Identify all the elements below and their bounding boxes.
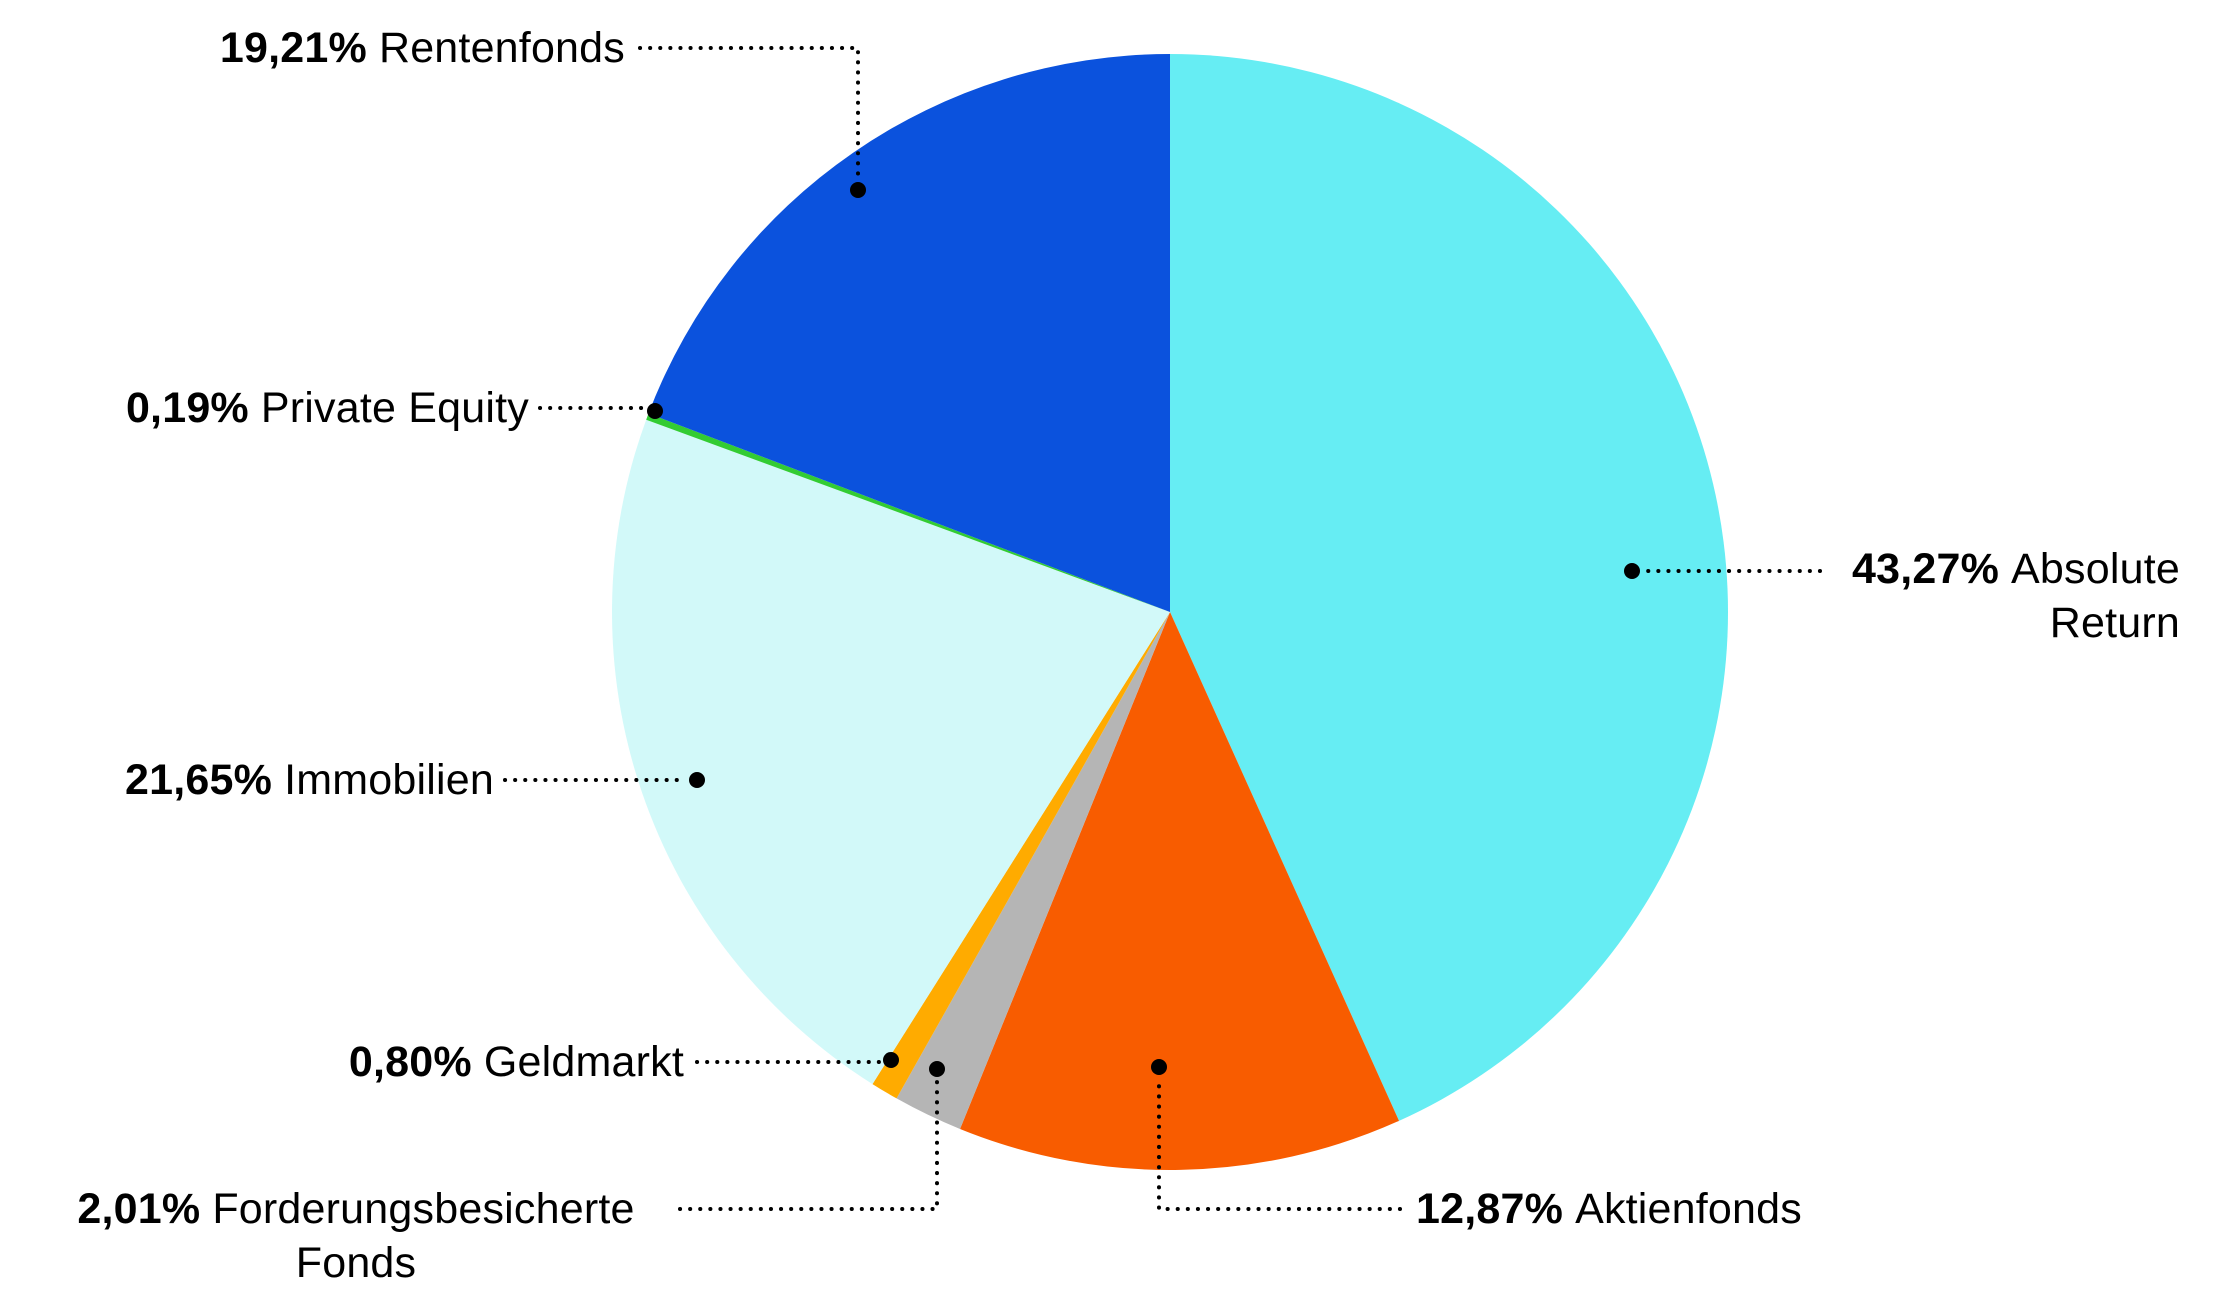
leader-dot-aktienfonds [1151, 1059, 1167, 1075]
pie-slice-immobilien [612, 419, 1170, 1085]
callout-geldmarkt: 0,80% Geldmarkt [204, 1035, 684, 1089]
leader-line-forderungsbesicherte-fonds [678, 1078, 939, 1211]
callout-immobilien-name: Immobilien [284, 756, 494, 804]
callout-aktienfonds-percent: 12,87% [1416, 1185, 1564, 1233]
leader-dot-immobilien [689, 772, 705, 788]
callout-absolute-return-name: Absolute Return [2011, 545, 2180, 647]
pie-slice-forderungsbesicherte-fonds [896, 612, 1170, 1129]
callout-forderungsbesicherte-fonds-name: Forderungsbesicherte Fonds [212, 1185, 635, 1287]
callout-private-equity-name: Private Equity [260, 384, 529, 432]
pie-slice-absolute-return [1170, 54, 1729, 1121]
callout-private-equity: 0,19% Private Equity [49, 381, 529, 435]
leader-dot-geldmarkt [883, 1052, 899, 1068]
callout-private-equity-percent: 0,19% [125, 384, 249, 432]
leader-dot-private-equity [647, 403, 663, 419]
leader-dot-absolute-return [1624, 563, 1640, 579]
callout-rentenfonds-percent: 19,21% [219, 24, 367, 72]
callout-aktienfonds: 12,87% Aktienfonds [1416, 1182, 1936, 1236]
callout-forderungsbesicherte-fonds: 2,01% Forderungsbesicherte Fonds [36, 1182, 676, 1290]
callout-geldmarkt-percent: 0,80% [348, 1038, 472, 1086]
pie-slice-private-equity [646, 413, 1170, 612]
leader-dot-forderungsbesicherte-fonds [929, 1061, 945, 1077]
callout-aktienfonds-name: Aktienfonds [1575, 1185, 1802, 1233]
callout-rentenfonds: 19,21% Rentenfonds [145, 21, 625, 75]
leader-line-aktienfonds [1157, 1076, 1402, 1211]
pie-slice-geldmarkt [872, 612, 1170, 1099]
leader-dot-rentenfonds [850, 182, 866, 198]
callout-forderungsbesicherte-fonds-percent: 2,01% [77, 1185, 201, 1233]
pie-slice-rentenfonds [648, 54, 1170, 612]
leader-line-rentenfonds [638, 46, 860, 182]
callout-geldmarkt-name: Geldmarkt [483, 1038, 684, 1086]
pie-slice-aktienfonds [960, 612, 1399, 1171]
callout-immobilien: 21,65% Immobilien [14, 753, 494, 807]
callout-immobilien-percent: 21,65% [125, 756, 273, 804]
callout-absolute-return: 43,27% Absolute Return [1830, 542, 2180, 650]
callout-absolute-return-percent: 43,27% [1851, 545, 2000, 593]
callout-rentenfonds-name: Rentenfonds [378, 24, 625, 72]
